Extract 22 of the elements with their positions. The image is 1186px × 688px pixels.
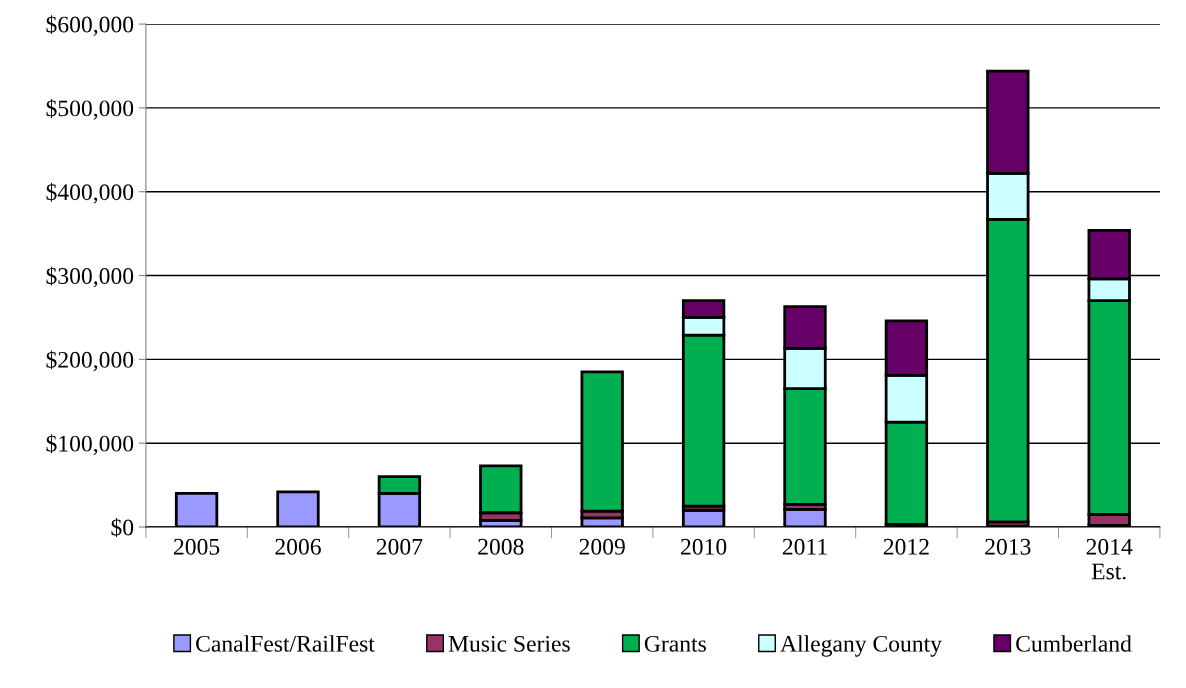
x-tick-label: 2009 <box>579 538 625 555</box>
y-tick-label: $200,000 <box>46 350 134 372</box>
x-tick-label: 2008 <box>478 538 524 555</box>
legend-label: Allegany County <box>780 635 942 657</box>
x-tick-label: 2007 <box>376 538 423 555</box>
legend-label: Music Series <box>448 635 570 652</box>
y-tick-label: $600,000 <box>46 15 134 36</box>
y-tick-label: $400,000 <box>46 182 134 204</box>
x-tick-label: 2013 <box>985 538 1031 555</box>
x-tick-label: 2005 <box>174 538 220 555</box>
x-tick-label: 2006 <box>275 538 321 555</box>
legend-label: Cumberland <box>1016 635 1132 652</box>
legend-label: CanalFest/RailFest <box>196 635 375 652</box>
y-tick-label: $100,000 <box>46 434 134 456</box>
y-tick-label: $500,000 <box>46 99 134 120</box>
x-tick-label: 2011 <box>782 538 827 555</box>
legend-label: Grants <box>644 635 706 652</box>
y-tick-label: $0 <box>111 518 134 537</box>
y-tick-label: $300,000 <box>46 266 134 288</box>
x-tick-label: 2012 <box>883 538 929 555</box>
x-tick-label: 2014 Est. <box>1086 538 1133 580</box>
x-tick-label: 2010 <box>681 538 727 555</box>
